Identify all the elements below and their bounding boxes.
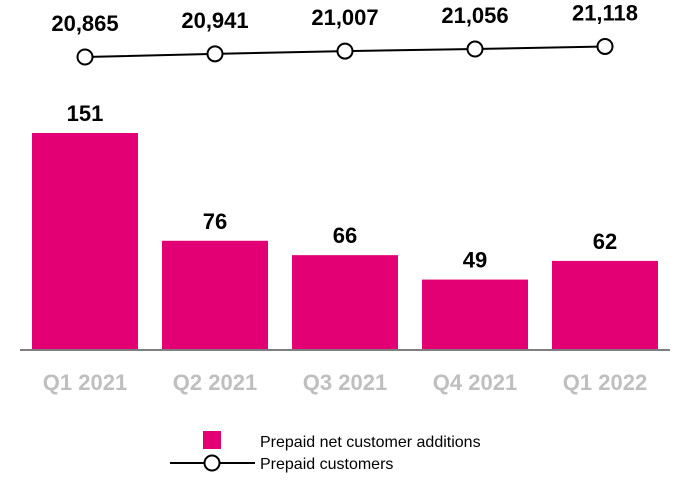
bar-4: [552, 260, 658, 350]
line-point-4: [596, 37, 614, 55]
prepaid-customers-line-layer: 20,865 20,941 21,007 21,056 21,118: [51, 0, 638, 66]
line-value-label-2: 21,007: [311, 5, 378, 30]
bar-1: [162, 240, 268, 350]
line-value-label-1: 20,941: [181, 8, 248, 33]
legend-bar-label: Prepaid net customer additions: [260, 434, 481, 451]
line-point-2: [336, 42, 354, 60]
line-point-0: [76, 48, 94, 66]
bar-value-label-3: 49: [463, 248, 487, 273]
line-value-label-4: 21,118: [572, 0, 638, 25]
line-point-3: [466, 40, 484, 58]
category-label-3: Q4 2021: [433, 370, 517, 395]
bar-value-label-1: 76: [203, 209, 227, 234]
category-label-4: Q1 2022: [563, 370, 647, 395]
bars-layer: 151 76 66 49 62: [32, 101, 658, 350]
bar-0: [32, 133, 138, 350]
category-label-1: Q2 2021: [173, 370, 257, 395]
bar-value-label-2: 66: [333, 223, 357, 248]
category-label-2: Q3 2021: [303, 370, 387, 395]
bar-3: [422, 279, 528, 350]
bar-2: [292, 255, 398, 350]
legend-bar-swatch: [203, 431, 221, 449]
legend-line-label: Prepaid customers: [260, 456, 393, 473]
line-point-1: [206, 45, 224, 63]
bar-value-label-0: 151: [67, 101, 104, 126]
line-value-label-3: 21,056: [441, 3, 508, 28]
line-value-label-0: 20,865: [51, 11, 118, 36]
legend-line-marker: [203, 454, 221, 472]
category-labels: Q1 2021 Q2 2021 Q3 2021 Q4 2021 Q1 2022: [43, 370, 647, 395]
legend: Prepaid net customer additions Prepaid c…: [170, 431, 481, 473]
category-label-0: Q1 2021: [43, 370, 127, 395]
bar-value-label-4: 62: [593, 229, 617, 254]
